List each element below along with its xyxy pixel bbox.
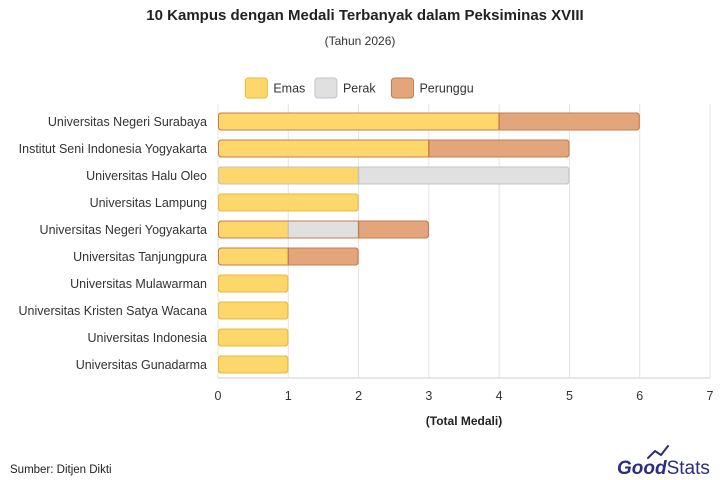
bar-row bbox=[218, 139, 570, 158]
category-label: Universitas Halu Oleo bbox=[86, 169, 207, 183]
x-tick-label: 6 bbox=[636, 389, 643, 403]
bar-segment-perunggu bbox=[287, 247, 359, 266]
x-axis-ticks: 0 1 2 3 4 5 6 7 bbox=[215, 389, 714, 403]
category-label: Universitas Indonesia bbox=[87, 331, 207, 345]
legend: Emas Perak Perunggu bbox=[244, 77, 474, 99]
bar-segment-emas bbox=[218, 328, 289, 347]
bar-segment-perunggu bbox=[498, 112, 640, 131]
bar-outline bbox=[218, 112, 640, 131]
bar-row bbox=[218, 328, 289, 347]
legend-label-perak: Perak bbox=[343, 82, 376, 96]
x-axis-title: (Total Medali) bbox=[426, 414, 502, 428]
x-tick-label: 0 bbox=[215, 389, 222, 403]
bar-row bbox=[218, 274, 289, 293]
category-labels: Universitas Negeri Surabaya Institut Seni… bbox=[18, 115, 207, 372]
bars bbox=[218, 112, 640, 374]
bar-segment-emas bbox=[218, 166, 360, 185]
bar-row bbox=[218, 166, 570, 185]
trend-arrow-icon bbox=[647, 445, 669, 459]
category-label: Universitas Tanjungpura bbox=[73, 250, 207, 264]
bar-row bbox=[218, 301, 289, 320]
category-label: Universitas Negeri Surabaya bbox=[48, 115, 207, 129]
legend-label-emas: Emas bbox=[273, 82, 305, 96]
category-label: Universitas Mulawarman bbox=[70, 277, 207, 291]
legend-label-perunggu: Perunggu bbox=[419, 82, 473, 96]
logo-good-text: Good bbox=[617, 458, 667, 479]
svg-text:GoodStats: GoodStats bbox=[617, 458, 710, 479]
bar-segment-emas bbox=[218, 247, 289, 266]
category-label: Universitas Gunadarma bbox=[76, 358, 207, 372]
bar-outline bbox=[218, 166, 570, 185]
bar-row bbox=[218, 193, 359, 212]
bar-segment-emas bbox=[218, 301, 289, 320]
bar-outline bbox=[218, 193, 359, 212]
chart-subtitle: (Tahun 2026) bbox=[325, 34, 396, 48]
legend-swatch-perunggu bbox=[390, 77, 414, 99]
category-label: Universitas Negeri Yogyakarta bbox=[40, 223, 207, 237]
category-label: Institut Seni Indonesia Yogyakarta bbox=[19, 142, 207, 156]
bar-segment-perunggu bbox=[357, 220, 429, 239]
category-label: Universitas Kristen Satya Wacana bbox=[18, 304, 207, 318]
goodstats-logo: GoodStats bbox=[617, 445, 710, 479]
x-tick-label: 3 bbox=[425, 389, 432, 403]
x-tick-label: 5 bbox=[566, 389, 573, 403]
category-label: Universitas Lampung bbox=[90, 196, 207, 210]
bar-row bbox=[218, 220, 429, 239]
source-note: Sumber: Ditjen Dikti bbox=[10, 464, 112, 476]
bar-outline bbox=[218, 328, 289, 347]
bar-outline bbox=[218, 355, 289, 374]
legend-swatch-emas bbox=[244, 77, 268, 99]
bar-outline bbox=[218, 247, 359, 266]
x-tick-label: 2 bbox=[355, 389, 362, 403]
logo-stats-text: Stats bbox=[667, 458, 710, 479]
bar-row bbox=[218, 247, 359, 266]
bar-segment-emas bbox=[218, 139, 430, 158]
bar-segment-emas bbox=[218, 355, 289, 374]
bar-segment-perunggu bbox=[428, 139, 570, 158]
bar-segment-perak bbox=[287, 220, 360, 239]
x-tick-label: 7 bbox=[707, 389, 714, 403]
legend-swatch-perak bbox=[314, 77, 338, 99]
bar-outline bbox=[218, 139, 570, 158]
bar-segment-emas bbox=[218, 112, 500, 131]
chart-title: 10 Kampus dengan Medali Terbanyak dalam … bbox=[146, 7, 583, 24]
bar-outline bbox=[218, 220, 429, 239]
bar-segment-emas bbox=[218, 274, 289, 293]
bar-row bbox=[218, 112, 640, 131]
bar-outline bbox=[218, 274, 289, 293]
bar-segment-emas bbox=[218, 193, 359, 212]
x-tick-label: 4 bbox=[496, 389, 503, 403]
x-tick-label: 1 bbox=[285, 389, 292, 403]
bar-row bbox=[218, 355, 289, 374]
bar-segment-emas bbox=[218, 220, 289, 239]
bar-segment-perak bbox=[357, 166, 570, 185]
bar-outline bbox=[218, 301, 289, 320]
